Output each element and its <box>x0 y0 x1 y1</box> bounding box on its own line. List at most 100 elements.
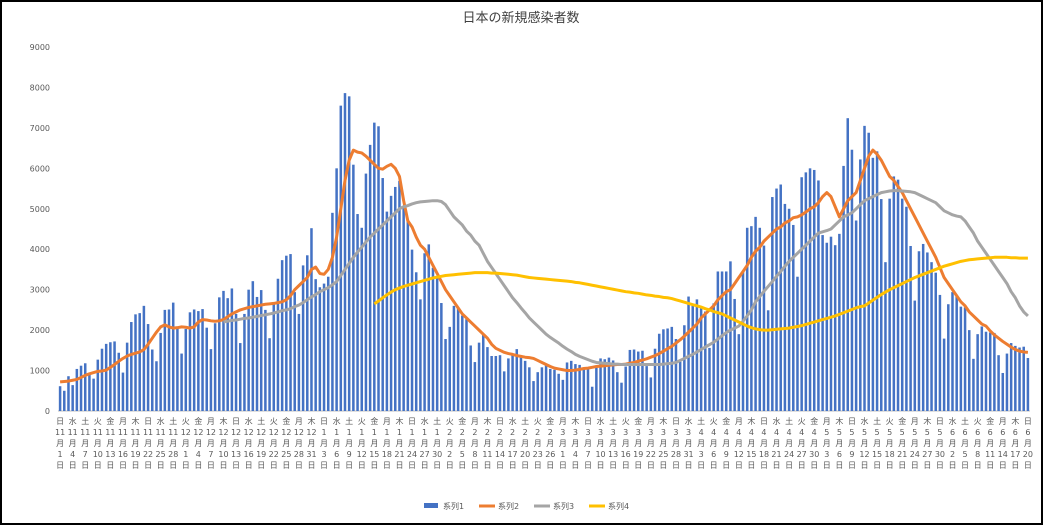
x-tick-label: 水 4 月 21 日 <box>771 416 781 470</box>
bar <box>779 184 782 411</box>
x-tick-label: 金 6 月 11 日 <box>985 416 995 470</box>
bar <box>787 208 791 411</box>
bar <box>913 300 917 411</box>
bar <box>192 309 196 411</box>
bar <box>649 377 653 411</box>
bar <box>569 360 573 411</box>
bar <box>171 302 175 411</box>
x-tick-label: 火 1 月 12 日 <box>357 417 367 470</box>
bar <box>624 366 627 411</box>
x-tick-label: 日 12 月 13 日 <box>231 417 241 470</box>
bar <box>565 362 569 411</box>
bar <box>125 342 129 411</box>
bar <box>511 353 514 411</box>
bar <box>494 355 498 411</box>
bar <box>331 212 334 411</box>
bar <box>234 313 238 411</box>
bar <box>1001 372 1005 411</box>
line <box>373 255 1028 332</box>
bar <box>146 324 150 411</box>
bar <box>297 313 301 411</box>
bar <box>984 331 988 411</box>
x-tick-label: 木 3 月 25 日 <box>658 416 668 470</box>
bar <box>1014 345 1017 411</box>
legend-label: 系列4 <box>608 501 629 511</box>
x-tick-label: 火 2 月 23 日 <box>533 417 543 470</box>
chart-title: 日本の新規感染者数 <box>462 10 579 26</box>
bar <box>104 343 108 411</box>
bar <box>490 355 493 411</box>
bar <box>159 332 162 411</box>
bar <box>544 363 548 411</box>
bar <box>163 309 167 411</box>
bar <box>829 236 833 411</box>
bar <box>75 368 79 411</box>
bar <box>632 349 636 411</box>
bar <box>792 224 795 411</box>
bar <box>850 149 854 411</box>
bar <box>398 180 401 411</box>
bar <box>205 327 208 411</box>
bar <box>976 334 979 411</box>
bar <box>63 390 66 411</box>
y-tick-label: 0 <box>45 407 50 416</box>
bar <box>607 357 611 411</box>
bar <box>645 366 648 411</box>
x-tick-label: 土 11 月 28 日 <box>168 416 178 470</box>
bar <box>519 357 523 411</box>
x-tick-label: 水 3 月 10 日 <box>595 416 605 470</box>
bar <box>657 333 661 411</box>
x-tick-label: 月 12 月 7 日 <box>206 417 216 470</box>
bar <box>197 311 200 411</box>
x-tick-label: 水 5 月 12 日 <box>859 416 869 470</box>
bar <box>884 262 887 411</box>
x-tick-label: 日 1 月 24 日 <box>407 417 417 470</box>
x-tick-label: 土 2 月 20 日 <box>520 416 530 470</box>
bar <box>1022 346 1025 411</box>
x-tick-label: 日 2 月 14 日 <box>495 417 505 470</box>
bar <box>79 365 83 411</box>
bar <box>427 244 431 411</box>
x-tick-label: 水 11 月 25 日 <box>156 416 166 470</box>
x-tick-label: 木 5 月 27 日 <box>922 416 932 470</box>
bar <box>993 332 996 411</box>
bar <box>603 359 607 411</box>
bar <box>574 364 577 411</box>
bar <box>360 227 364 411</box>
bar <box>356 214 359 411</box>
bar <box>347 96 351 411</box>
bar <box>997 355 1000 411</box>
x-tick-label: 日 4 月 18 日 <box>759 417 769 470</box>
x-tick-label: 土 11 月 7 日 <box>80 416 90 470</box>
bar <box>226 298 229 411</box>
bar <box>766 310 770 411</box>
bar <box>477 342 481 411</box>
bar <box>368 144 372 411</box>
x-tick-label: 火 12 月 1 日 <box>181 417 191 470</box>
bar <box>364 173 368 411</box>
y-tick-label: 6000 <box>30 164 50 173</box>
x-tick-label: 水 1 月 27 日 <box>420 416 430 470</box>
bar <box>406 220 410 411</box>
bar <box>314 279 317 411</box>
bar <box>637 351 640 411</box>
x-tick-label: 金 12 月 4 日 <box>193 416 203 470</box>
bar <box>83 363 87 411</box>
x-tick-label: 土 12 月 19 日 <box>256 416 266 470</box>
bar <box>100 348 104 411</box>
x-tick-label: 月 11 月 16 日 <box>118 417 128 470</box>
bar <box>222 290 225 411</box>
bar <box>812 169 816 411</box>
bar <box>582 368 586 411</box>
bar <box>745 227 749 411</box>
bar <box>616 372 619 411</box>
bar <box>71 385 74 411</box>
bar <box>176 328 179 411</box>
x-tick-label: 月 12 月 28 日 <box>294 417 304 470</box>
